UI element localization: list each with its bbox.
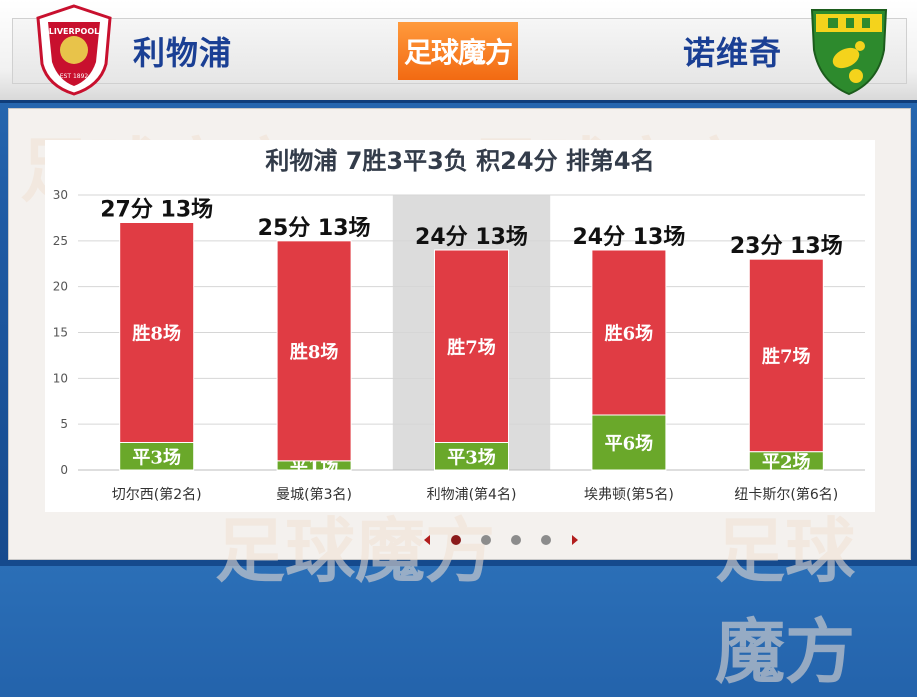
bar-win (276, 240, 352, 462)
y-tick-label: 5 (60, 417, 68, 431)
x-category-label: 纽卡斯尔(第6名) (734, 486, 838, 503)
y-tick-label: 20 (53, 280, 68, 294)
header-bar: LIVERPOOL EST 1892 利物浦 足球魔方 诺维奇 (0, 0, 917, 103)
home-team-name: 利物浦 (133, 34, 233, 72)
bar-total-label: 24分 13场 (572, 225, 685, 250)
y-tick-label: 10 (53, 371, 68, 385)
page-dot[interactable] (511, 535, 521, 545)
page-dot[interactable] (541, 535, 551, 545)
crest-text: LIVERPOOL (49, 27, 99, 36)
bar-data-label: 平3场 (447, 447, 496, 468)
bar-data-label: 平1场 (290, 456, 339, 477)
pagination (424, 535, 578, 545)
bar-total-label: 24分 13场 (415, 225, 528, 250)
bar-data-label: 胜7场 (762, 346, 811, 367)
bar-win (434, 249, 509, 443)
liverpool-crest-icon: LIVERPOOL EST 1892 (36, 4, 112, 96)
prev-arrow-icon[interactable] (424, 535, 430, 545)
bar-data-label: 胜8场 (132, 324, 181, 345)
y-tick-label: 0 (60, 463, 68, 477)
bar-total-label: 25分 13场 (258, 216, 371, 241)
bar-win (119, 222, 195, 443)
y-tick-label: 30 (53, 188, 68, 202)
bar-draw (434, 442, 509, 471)
page-dot[interactable] (481, 535, 491, 545)
y-tick-label: 25 (53, 234, 68, 248)
bar-win (591, 249, 667, 416)
bar-data-label: 胜6场 (605, 324, 654, 345)
bar-total-label: 23分 13场 (730, 234, 843, 259)
x-category-label: 埃弗顿(第5名) (584, 486, 674, 503)
x-category-label: 切尔西(第2名) (112, 486, 202, 503)
bar-data-label: 平2场 (762, 452, 811, 473)
site-logo[interactable]: 足球魔方 (398, 22, 518, 80)
bar-data-label: 胜8场 (290, 342, 339, 363)
bar-draw (591, 414, 667, 471)
bar-data-label: 胜7场 (447, 337, 496, 358)
next-arrow-icon[interactable] (572, 535, 578, 545)
bar-data-label: 平3场 (132, 447, 181, 468)
x-category-label: 曼城(第3名) (276, 486, 352, 503)
bar-win (748, 258, 824, 453)
x-category-label: 利物浦(第4名) (427, 486, 517, 503)
bar-draw (119, 442, 195, 471)
y-tick-label: 15 (53, 326, 68, 340)
page-dot[interactable] (451, 535, 461, 545)
chart-title: 利物浦 7胜3平3负 积24分 排第4名 (265, 147, 655, 175)
crest-est: EST 1892 (60, 73, 89, 80)
bar-data-label: 平6场 (605, 434, 654, 455)
bar-total-label: 27分 13场 (100, 198, 213, 223)
away-team-name: 诺维奇 (683, 34, 783, 72)
norwich-crest-icon (810, 9, 888, 96)
